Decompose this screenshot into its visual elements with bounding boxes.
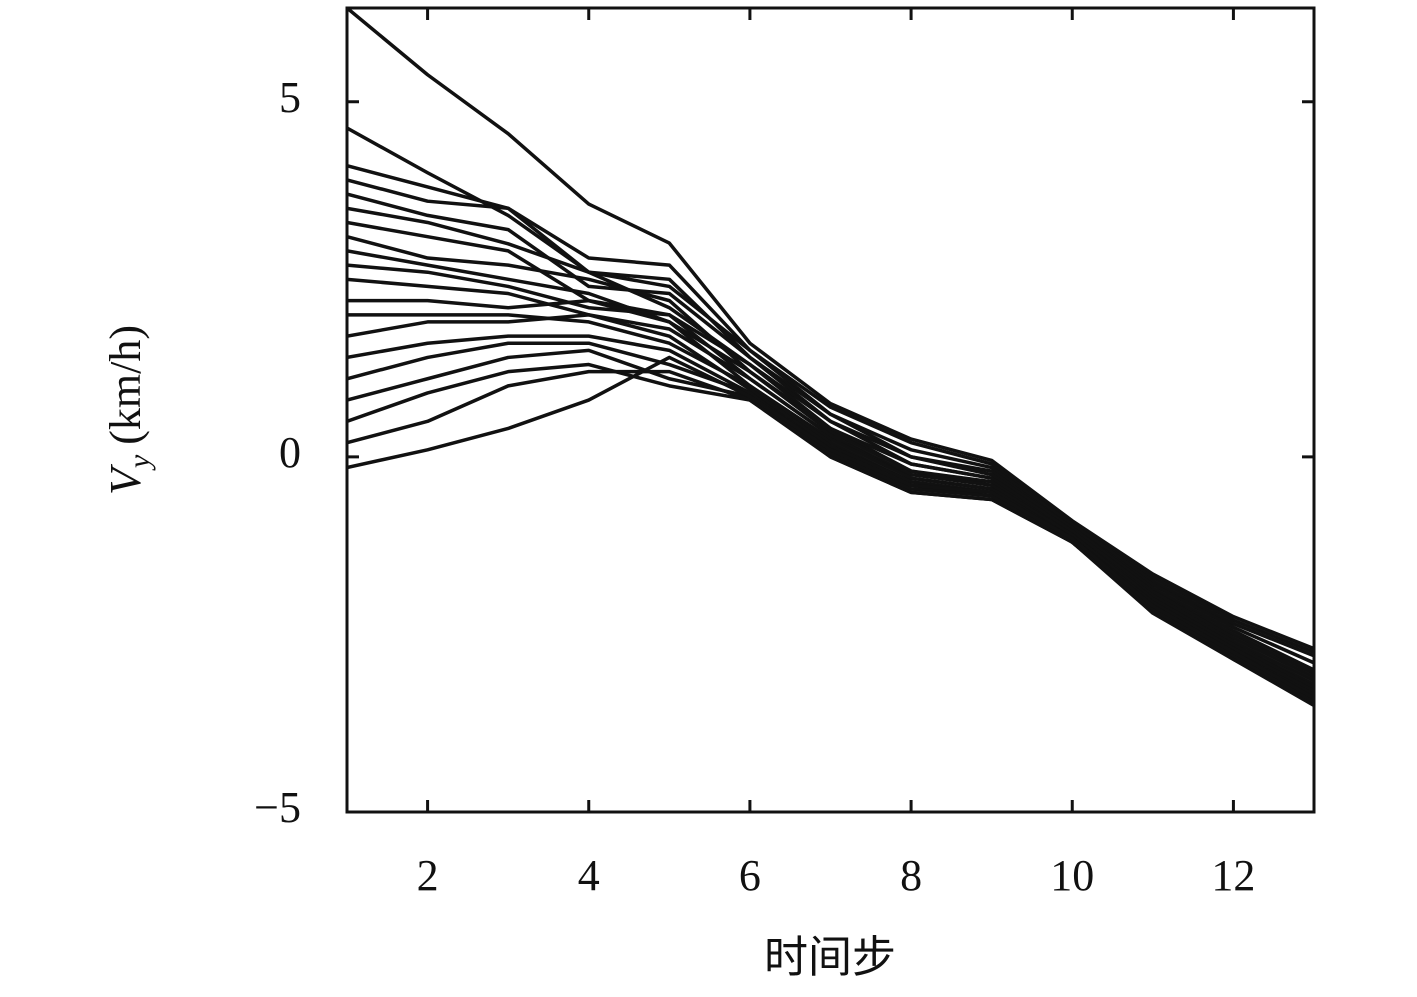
- x-tick-label: 10: [1050, 851, 1094, 900]
- y-tick-label: −5: [254, 783, 301, 832]
- series-line: [347, 8, 1314, 651]
- axes-frame: [345, 6, 1316, 814]
- y-axis-label: Vy (km/h): [101, 325, 156, 495]
- series-line: [347, 334, 1314, 700]
- y-label-main: V: [101, 463, 150, 495]
- y-tick-label: 5: [279, 73, 301, 122]
- series-line: [347, 277, 1314, 693]
- x-tick-label: 12: [1211, 851, 1255, 900]
- y-tick-label: 0: [279, 428, 301, 477]
- series-line: [347, 298, 1314, 693]
- series-line: [347, 355, 1314, 700]
- series-line: [347, 369, 1314, 704]
- series-line: [347, 341, 1314, 704]
- series-line: [347, 313, 1314, 700]
- x-axis-label: 时间步: [764, 933, 896, 982]
- x-tick-label: 6: [739, 851, 761, 900]
- series-line: [347, 235, 1314, 683]
- x-tick-label: 4: [578, 851, 600, 900]
- lines: [347, 8, 1314, 707]
- y-label-sub: y: [123, 454, 156, 471]
- series-line: [347, 178, 1314, 665]
- x-tick-label: 8: [900, 851, 922, 900]
- series-line: [347, 126, 1314, 654]
- y-label-unit: (km/h): [101, 325, 150, 445]
- x-tick-label: 2: [417, 851, 439, 900]
- series-line: [347, 362, 1314, 707]
- series-line: [347, 313, 1314, 697]
